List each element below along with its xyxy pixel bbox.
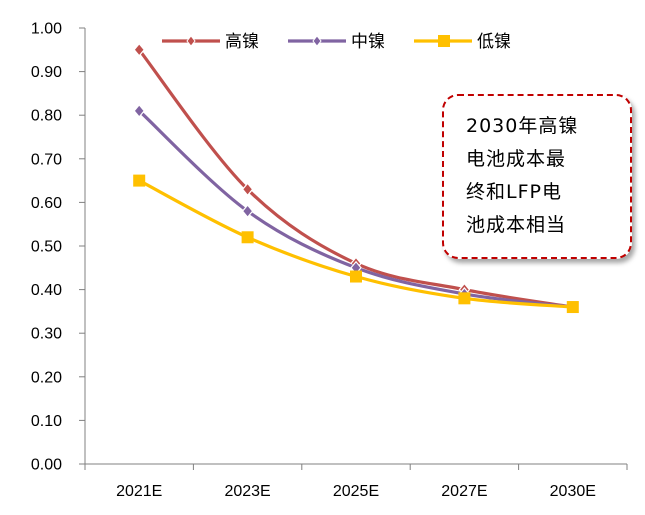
- y-tick-label: 1.00: [31, 21, 62, 38]
- data-point: [458, 292, 471, 305]
- axes-layer: 0.00 0.10 0.20 0.30 0.40 0.50 0.60 0.70 0.80 0.90…: [31, 21, 628, 500]
- y-tick-label: 0.80: [31, 108, 62, 125]
- legend-item-2: 中镍: [288, 32, 385, 52]
- y-tick-label: 0.40: [31, 282, 62, 299]
- legend-swatch-marker: [312, 35, 322, 47]
- series-line: [137, 48, 574, 309]
- y-tick-label: 0.90: [31, 64, 62, 81]
- legend-item-3: 低镍: [414, 32, 511, 52]
- y-tick-label: 0.00: [31, 457, 62, 474]
- y-tick-label: 0.30: [31, 326, 62, 343]
- data-point: [350, 270, 362, 283]
- data-point: [133, 174, 146, 187]
- x-tick-label: 2027E: [441, 483, 487, 500]
- x-tick-label: 2021E: [116, 483, 162, 500]
- annotation-line-1: 2030年高镍: [466, 115, 579, 137]
- legend-swatch-marker: [438, 35, 450, 47]
- data-point: [241, 182, 254, 197]
- data-point: [133, 42, 145, 57]
- annotation-box: 2030年高镍 电池成本最 终和LFP电 池成本相当: [442, 94, 632, 259]
- data-point: [241, 231, 254, 244]
- series-layer: [133, 42, 579, 314]
- series-3: [133, 174, 579, 314]
- legend: 高镍 中镍 低镍: [162, 32, 511, 52]
- x-tick-label: 2025E: [333, 483, 379, 500]
- series-line: [138, 109, 573, 309]
- x-tick-label: 2030E: [550, 483, 596, 500]
- legend-item-1: 高镍: [162, 32, 259, 52]
- legend-swatch-marker: [186, 35, 196, 47]
- y-tick-label: 0.60: [31, 195, 62, 212]
- y-tick-label: 0.50: [31, 239, 62, 256]
- y-tick-label: 0.10: [31, 413, 62, 430]
- data-point: [566, 301, 579, 314]
- legend-label: 低镍: [477, 32, 511, 52]
- data-point: [133, 103, 145, 118]
- legend-label: 高镍: [225, 32, 259, 52]
- annotation-line-4: 池成本相当: [466, 214, 567, 236]
- annotation-line-3: 终和LFP电: [466, 181, 562, 203]
- data-point: [241, 204, 254, 219]
- x-tick-label: 2023E: [224, 483, 270, 500]
- annotation-line-2: 电池成本最: [466, 148, 567, 170]
- y-tick-label: 0.70: [31, 151, 62, 168]
- y-tick-label: 0.20: [31, 369, 62, 386]
- legend-label: 中镍: [351, 32, 385, 52]
